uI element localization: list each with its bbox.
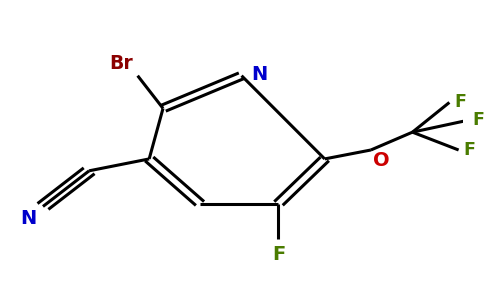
Text: N: N	[20, 209, 36, 228]
Text: F: F	[454, 93, 466, 111]
Text: O: O	[373, 152, 390, 170]
Text: F: F	[463, 141, 475, 159]
Text: Br: Br	[109, 54, 133, 73]
Text: F: F	[472, 111, 484, 129]
Text: N: N	[251, 65, 267, 84]
Text: F: F	[272, 245, 285, 264]
